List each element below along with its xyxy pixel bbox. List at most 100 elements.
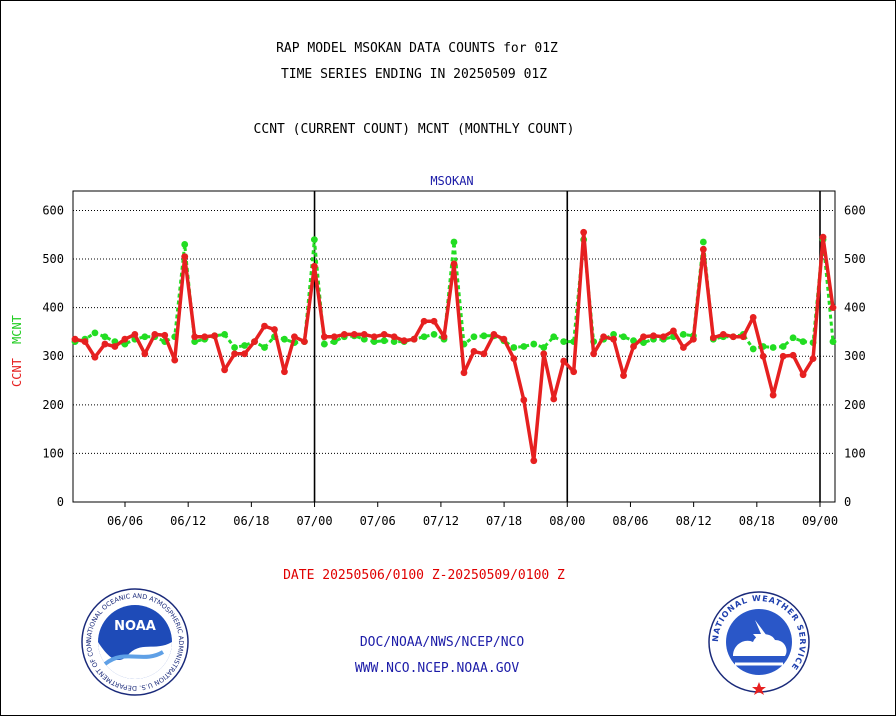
data-point-ccnt (640, 333, 647, 341)
data-point-ccnt (191, 333, 199, 341)
data-point-ccnt (510, 355, 518, 363)
footer-line-1: DOC/NOAA/NWS/NCEP/NCO (360, 635, 525, 650)
data-point-ccnt (410, 335, 418, 343)
data-point-mcnt (141, 333, 149, 341)
data-point-ccnt (689, 335, 697, 343)
y-tick-label-right: 300 (844, 349, 866, 363)
data-point-mcnt (480, 332, 488, 340)
data-point-ccnt (440, 333, 448, 341)
data-point-ccnt (81, 338, 89, 346)
data-point-ccnt (241, 350, 248, 358)
data-point-ccnt (300, 338, 308, 346)
data-point-mcnt (261, 344, 268, 351)
data-point-ccnt (211, 332, 219, 340)
data-point-ccnt (310, 262, 318, 270)
footer-line-2: WWW.NCO.NCEP.NOAA.GOV (355, 661, 520, 676)
data-point-ccnt (101, 340, 109, 348)
data-point-ccnt (660, 333, 667, 341)
data-point-mcnt (241, 342, 248, 349)
x-tick-label: 07/06 (360, 514, 396, 528)
data-point-ccnt (779, 352, 787, 360)
data-point-ccnt (360, 330, 368, 338)
x-tick-label: 08/00 (549, 514, 585, 528)
data-point-mcnt (310, 236, 318, 243)
data-point-ccnt (231, 350, 238, 358)
data-point-ccnt (281, 368, 288, 376)
y-tick-label-left: 400 (42, 301, 64, 315)
data-point-ccnt (181, 253, 189, 261)
data-point-ccnt (470, 347, 478, 355)
y-tick-label-right: 0 (844, 495, 851, 509)
data-point-mcnt (430, 330, 438, 338)
data-point-ccnt (71, 335, 79, 343)
series-layer (71, 228, 837, 465)
data-point-mcnt (789, 334, 797, 342)
x-tick-label: 09/00 (802, 514, 838, 528)
data-point-ccnt (650, 332, 657, 340)
data-point-ccnt (769, 391, 777, 399)
data-point-ccnt (291, 333, 298, 341)
x-tick-labels: 06/06 06/12 06/18 07/00 07/06 07/12 07/18 08/00… (107, 502, 838, 528)
data-point-mcnt (769, 344, 777, 351)
y-tick-label-left: 300 (42, 349, 64, 363)
data-point-mcnt (101, 333, 109, 341)
data-point-mcnt (360, 335, 368, 343)
data-point-mcnt (231, 344, 238, 351)
data-point-ccnt (201, 333, 209, 341)
y-axis-label-ccnt: CCNT (10, 358, 24, 387)
data-point-ccnt (390, 333, 398, 341)
data-point-mcnt (530, 340, 538, 348)
x-tick-label: 08/12 (676, 514, 712, 528)
data-point-ccnt (570, 368, 578, 376)
y-tick-label-left: 100 (42, 446, 64, 460)
data-point-ccnt (749, 313, 757, 321)
data-point-ccnt (620, 372, 627, 380)
data-point-mcnt (640, 339, 647, 347)
chart-title-line-2: TIME SERIES ENDING IN 20250509 01Z (281, 67, 547, 82)
data-point-ccnt (151, 330, 159, 338)
chart-title-line-1: RAP MODEL MSOKAN DATA COUNTS for 01Z (276, 41, 558, 56)
date-range-label: DATE 20250506/0100 Z-20250509/0100 Z (283, 568, 565, 583)
data-point-ccnt (679, 344, 687, 351)
data-point-ccnt (121, 335, 129, 343)
data-point-mcnt (630, 337, 637, 345)
data-point-ccnt (699, 245, 707, 253)
data-point-mcnt (510, 344, 518, 351)
data-point-mcnt (829, 338, 837, 346)
month-dividers (313, 191, 821, 502)
y-tick-label-left: 600 (42, 203, 64, 217)
data-point-ccnt (670, 327, 677, 335)
y-tick-label-left: 200 (42, 398, 64, 412)
y-tick-label-right: 100 (844, 446, 866, 460)
noaa-logo: NATIONAL OCEANIC AND ATMOSPHERIC ADMINIS… (81, 588, 189, 696)
y-tick-label-right: 600 (844, 203, 866, 217)
data-point-mcnt (390, 338, 398, 346)
data-point-ccnt (580, 228, 588, 236)
data-point-ccnt (490, 330, 498, 338)
data-point-ccnt (829, 304, 837, 312)
data-point-ccnt (450, 260, 458, 268)
data-point-ccnt (729, 333, 737, 341)
data-point-ccnt (610, 335, 617, 343)
data-point-mcnt (540, 344, 548, 351)
data-point-ccnt (131, 330, 139, 338)
x-tick-label: 07/00 (296, 514, 332, 528)
y-tick-label-right: 200 (844, 398, 866, 412)
x-tick-label: 06/12 (170, 514, 206, 528)
data-point-ccnt (330, 333, 338, 341)
data-point-mcnt (191, 338, 199, 346)
data-point-mcnt (91, 329, 99, 337)
grid-lines (73, 209, 835, 454)
data-point-ccnt (799, 371, 807, 379)
x-tick-label: 08/06 (612, 514, 648, 528)
data-point-ccnt (530, 457, 538, 465)
data-point-ccnt (500, 335, 508, 343)
panel-label: MSOKAN (430, 174, 473, 188)
data-point-mcnt (679, 330, 687, 338)
data-point-mcnt (550, 333, 558, 341)
y-tick-label-right: 400 (844, 301, 866, 315)
data-point-mcnt (560, 338, 568, 346)
data-point-ccnt (400, 337, 408, 345)
data-point-ccnt (320, 333, 328, 341)
